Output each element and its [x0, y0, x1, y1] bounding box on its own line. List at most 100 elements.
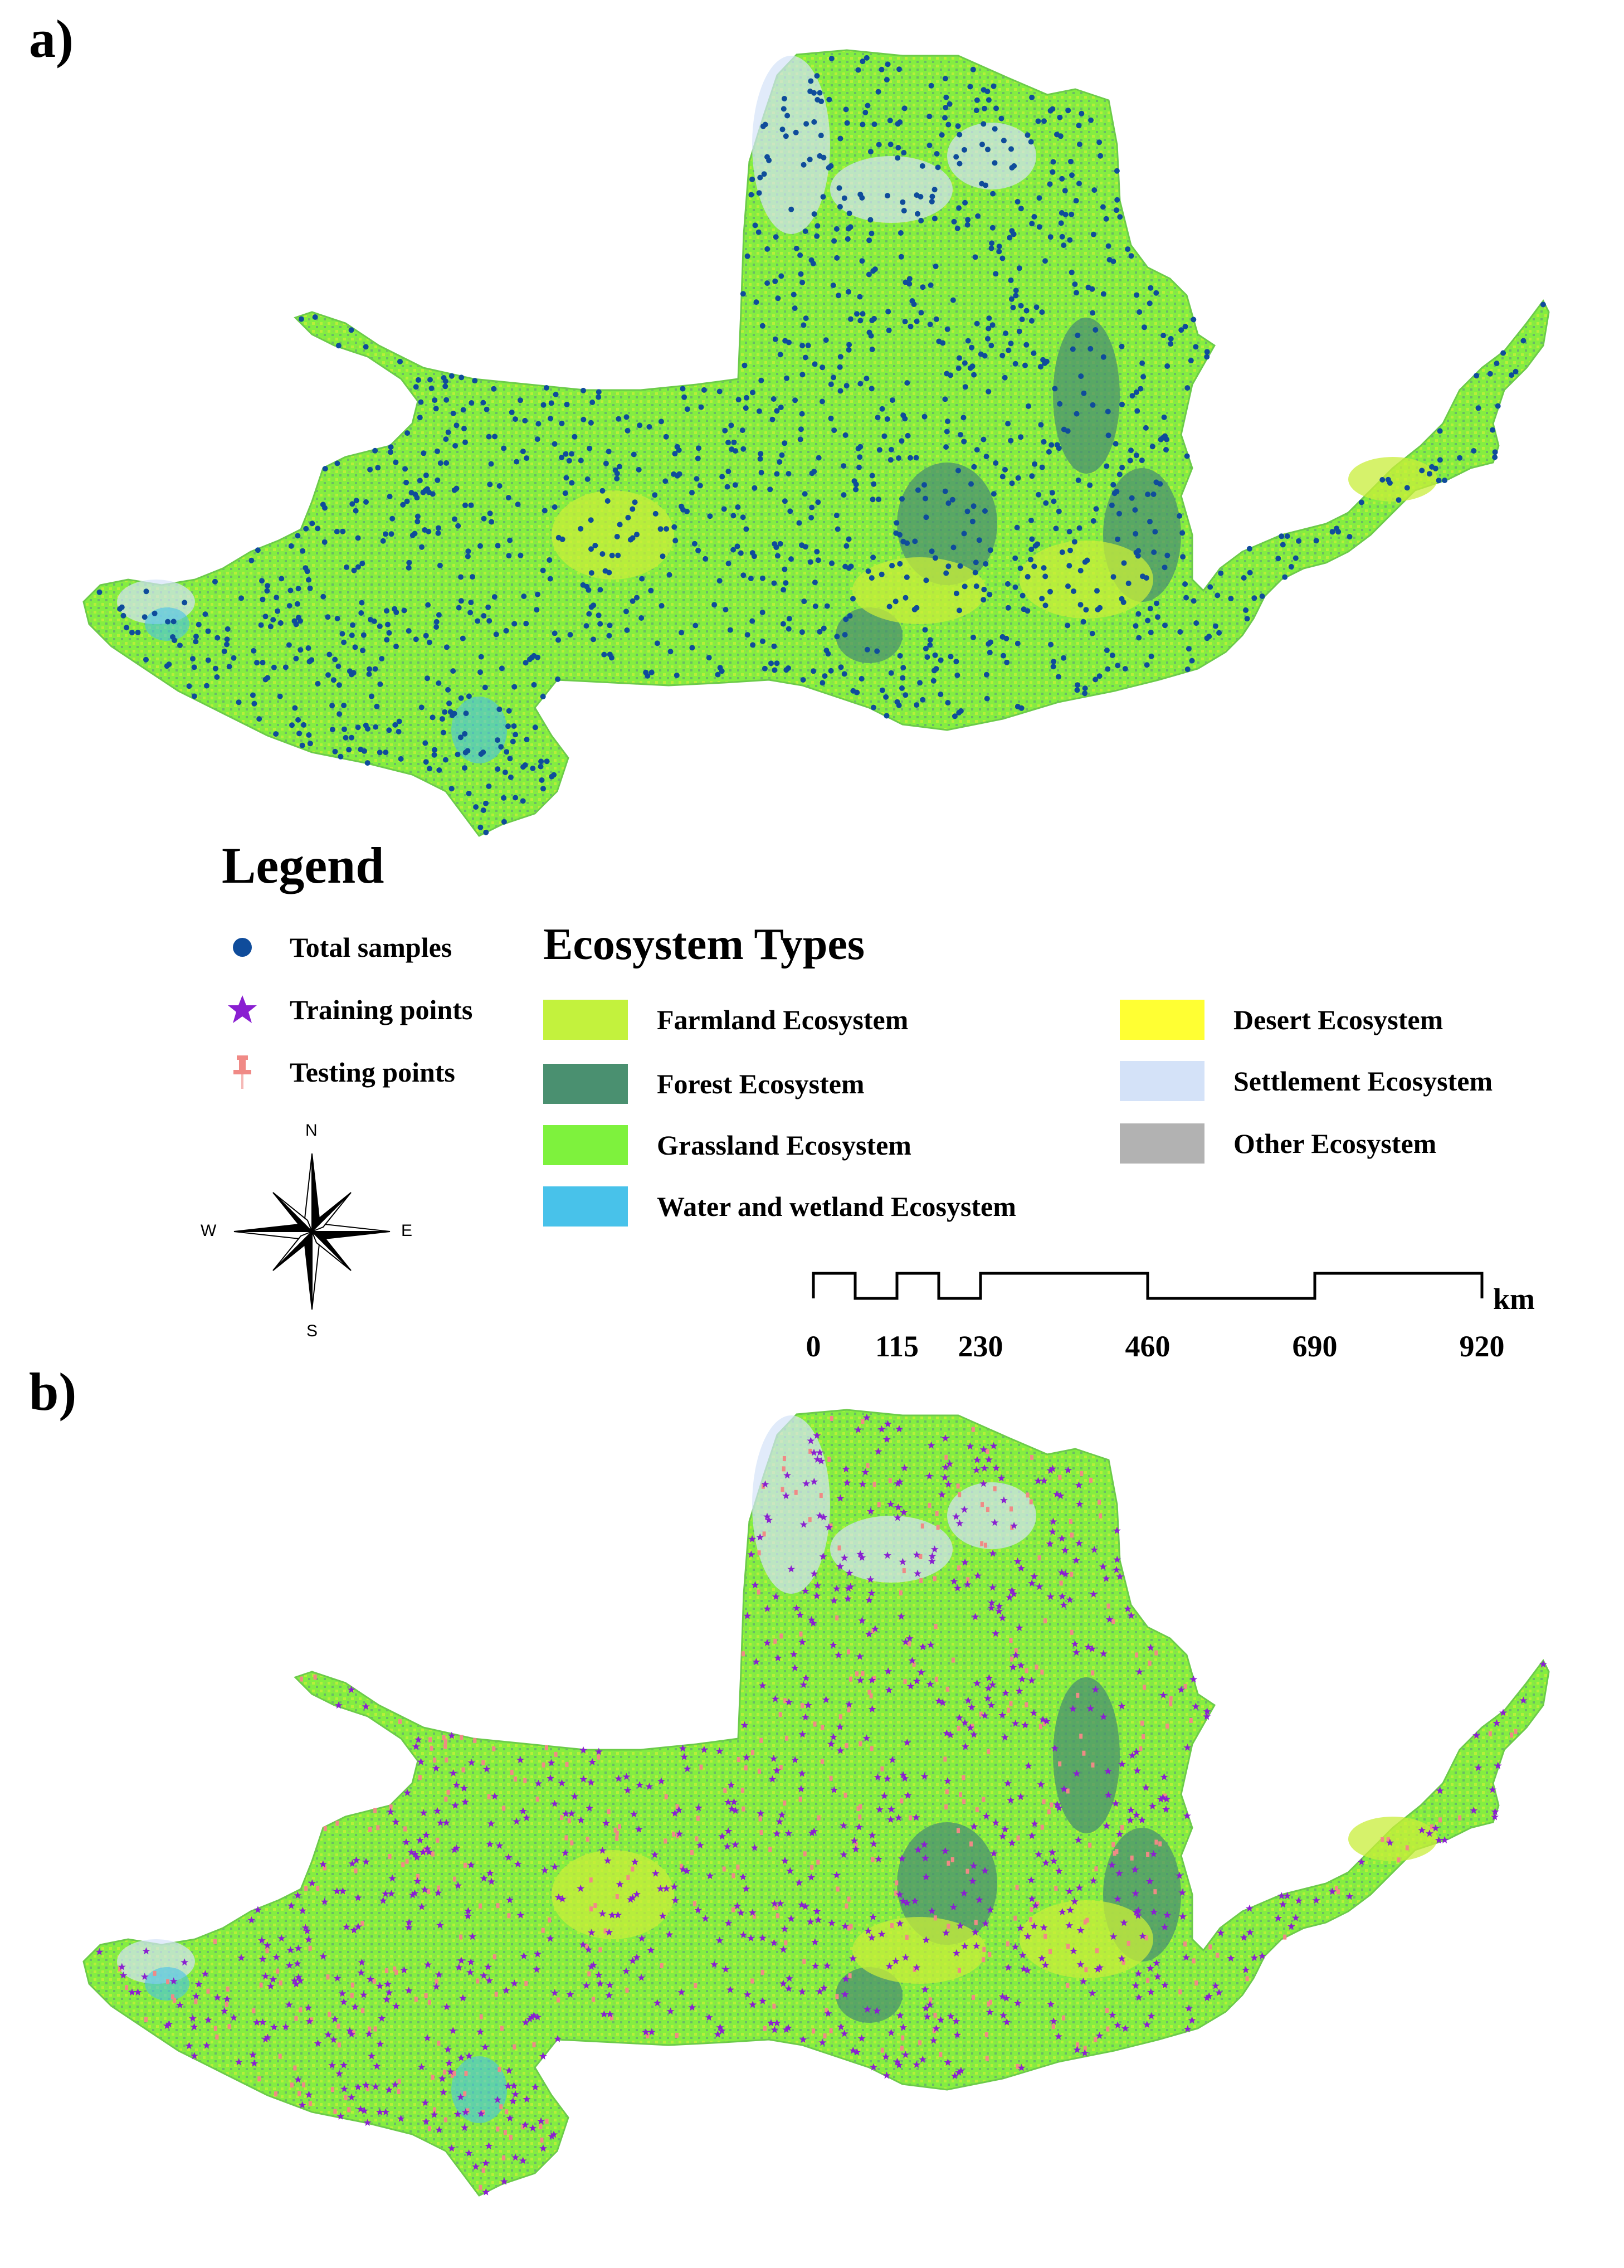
sample-point [1093, 327, 1099, 333]
training-point [813, 1907, 821, 1915]
training-point [773, 1766, 781, 1774]
sample-point [768, 660, 774, 666]
sample-point [186, 683, 192, 689]
sample-point [807, 559, 813, 565]
sample-point [821, 154, 827, 160]
sample-point [262, 676, 269, 683]
sample-point [397, 358, 403, 364]
training-point [417, 2063, 426, 2071]
training-point [516, 1756, 524, 1764]
sample-point [603, 460, 609, 466]
sample-point [1075, 332, 1081, 338]
training-point [724, 1919, 733, 1927]
sample-point [965, 217, 971, 223]
testing-point [947, 1924, 950, 1929]
sample-point [1334, 525, 1339, 532]
training-point [561, 1849, 569, 1857]
sample-point [900, 412, 906, 418]
testing-point [1106, 2026, 1110, 2032]
sample-point [1022, 362, 1028, 368]
sample-point [792, 305, 798, 312]
testing-point [585, 1944, 589, 1949]
sample-point [742, 362, 748, 368]
training-point [671, 1809, 679, 1817]
sample-point [248, 557, 255, 563]
sample-point [431, 752, 437, 758]
sample-point [606, 449, 612, 455]
sample-point [923, 645, 929, 651]
sample-point [774, 660, 780, 666]
sample-point [1193, 620, 1199, 626]
training-point [1066, 1595, 1074, 1603]
training-point [1027, 1876, 1035, 1883]
testing-point [849, 1924, 853, 1929]
training-point [598, 1910, 607, 1917]
sample-point [293, 621, 299, 627]
sample-point [918, 310, 924, 316]
sample-point [847, 316, 854, 322]
training-point [1126, 1816, 1134, 1824]
testing-point [1094, 1866, 1098, 1872]
training-point [412, 1743, 420, 1750]
sample-point [1183, 595, 1189, 601]
sample-point [837, 364, 843, 370]
training-point [1018, 1951, 1027, 1959]
sample-point [1184, 385, 1191, 391]
training-point [223, 1995, 231, 2003]
testing-point [294, 2016, 298, 2021]
sample-point [695, 547, 701, 553]
sample-point [1138, 386, 1144, 392]
sample-point [1182, 581, 1188, 587]
training-point [926, 1680, 934, 1688]
training-point [520, 1952, 528, 1960]
training-point [637, 1974, 646, 1981]
sample-point [386, 727, 392, 733]
sample-point [1387, 480, 1393, 486]
testing-point [758, 1816, 762, 1822]
testing-point [722, 1866, 726, 1872]
sample-point [730, 513, 737, 519]
sample-point [1061, 426, 1067, 432]
training-point [362, 2081, 370, 2089]
testing-point [913, 1967, 916, 1972]
training-point [1184, 2004, 1193, 2012]
sample-point [325, 614, 331, 620]
sample-point [569, 480, 575, 486]
sample-point [951, 218, 957, 225]
sample-point [377, 681, 383, 687]
testing-point [607, 1809, 611, 1814]
sample-point [443, 644, 450, 650]
training-point [842, 1975, 850, 1983]
training-point [882, 1435, 891, 1443]
sample-point [927, 322, 933, 328]
sample-point [885, 61, 891, 67]
testing-point [982, 1797, 986, 1802]
training-point [504, 1853, 513, 1861]
sample-point [1207, 584, 1213, 590]
sample-point [1104, 463, 1110, 469]
sample-point [501, 445, 507, 451]
sample-point [396, 718, 402, 724]
testing-point [1043, 1618, 1047, 1624]
sample-point [850, 688, 856, 694]
testing-point [443, 2117, 447, 2123]
testing-point [1076, 1692, 1080, 1698]
training-point [1035, 1850, 1043, 1858]
training-point [140, 1973, 149, 1980]
training-point [1435, 1836, 1443, 1844]
training-point [767, 2019, 775, 2027]
testing-point [1337, 1889, 1340, 1895]
sample-point [771, 580, 777, 586]
training-point [900, 1508, 908, 1516]
testing-point [397, 2079, 401, 2084]
training-point [247, 1916, 256, 1924]
sample-point [955, 468, 961, 474]
training-point [1539, 1660, 1547, 1668]
sample-point [769, 416, 776, 422]
sample-point [143, 588, 149, 595]
training-point [970, 1822, 978, 1830]
testing-point [539, 2124, 543, 2129]
training-point [550, 2130, 558, 2138]
sample-point [1396, 497, 1402, 503]
sample-point [899, 438, 905, 444]
